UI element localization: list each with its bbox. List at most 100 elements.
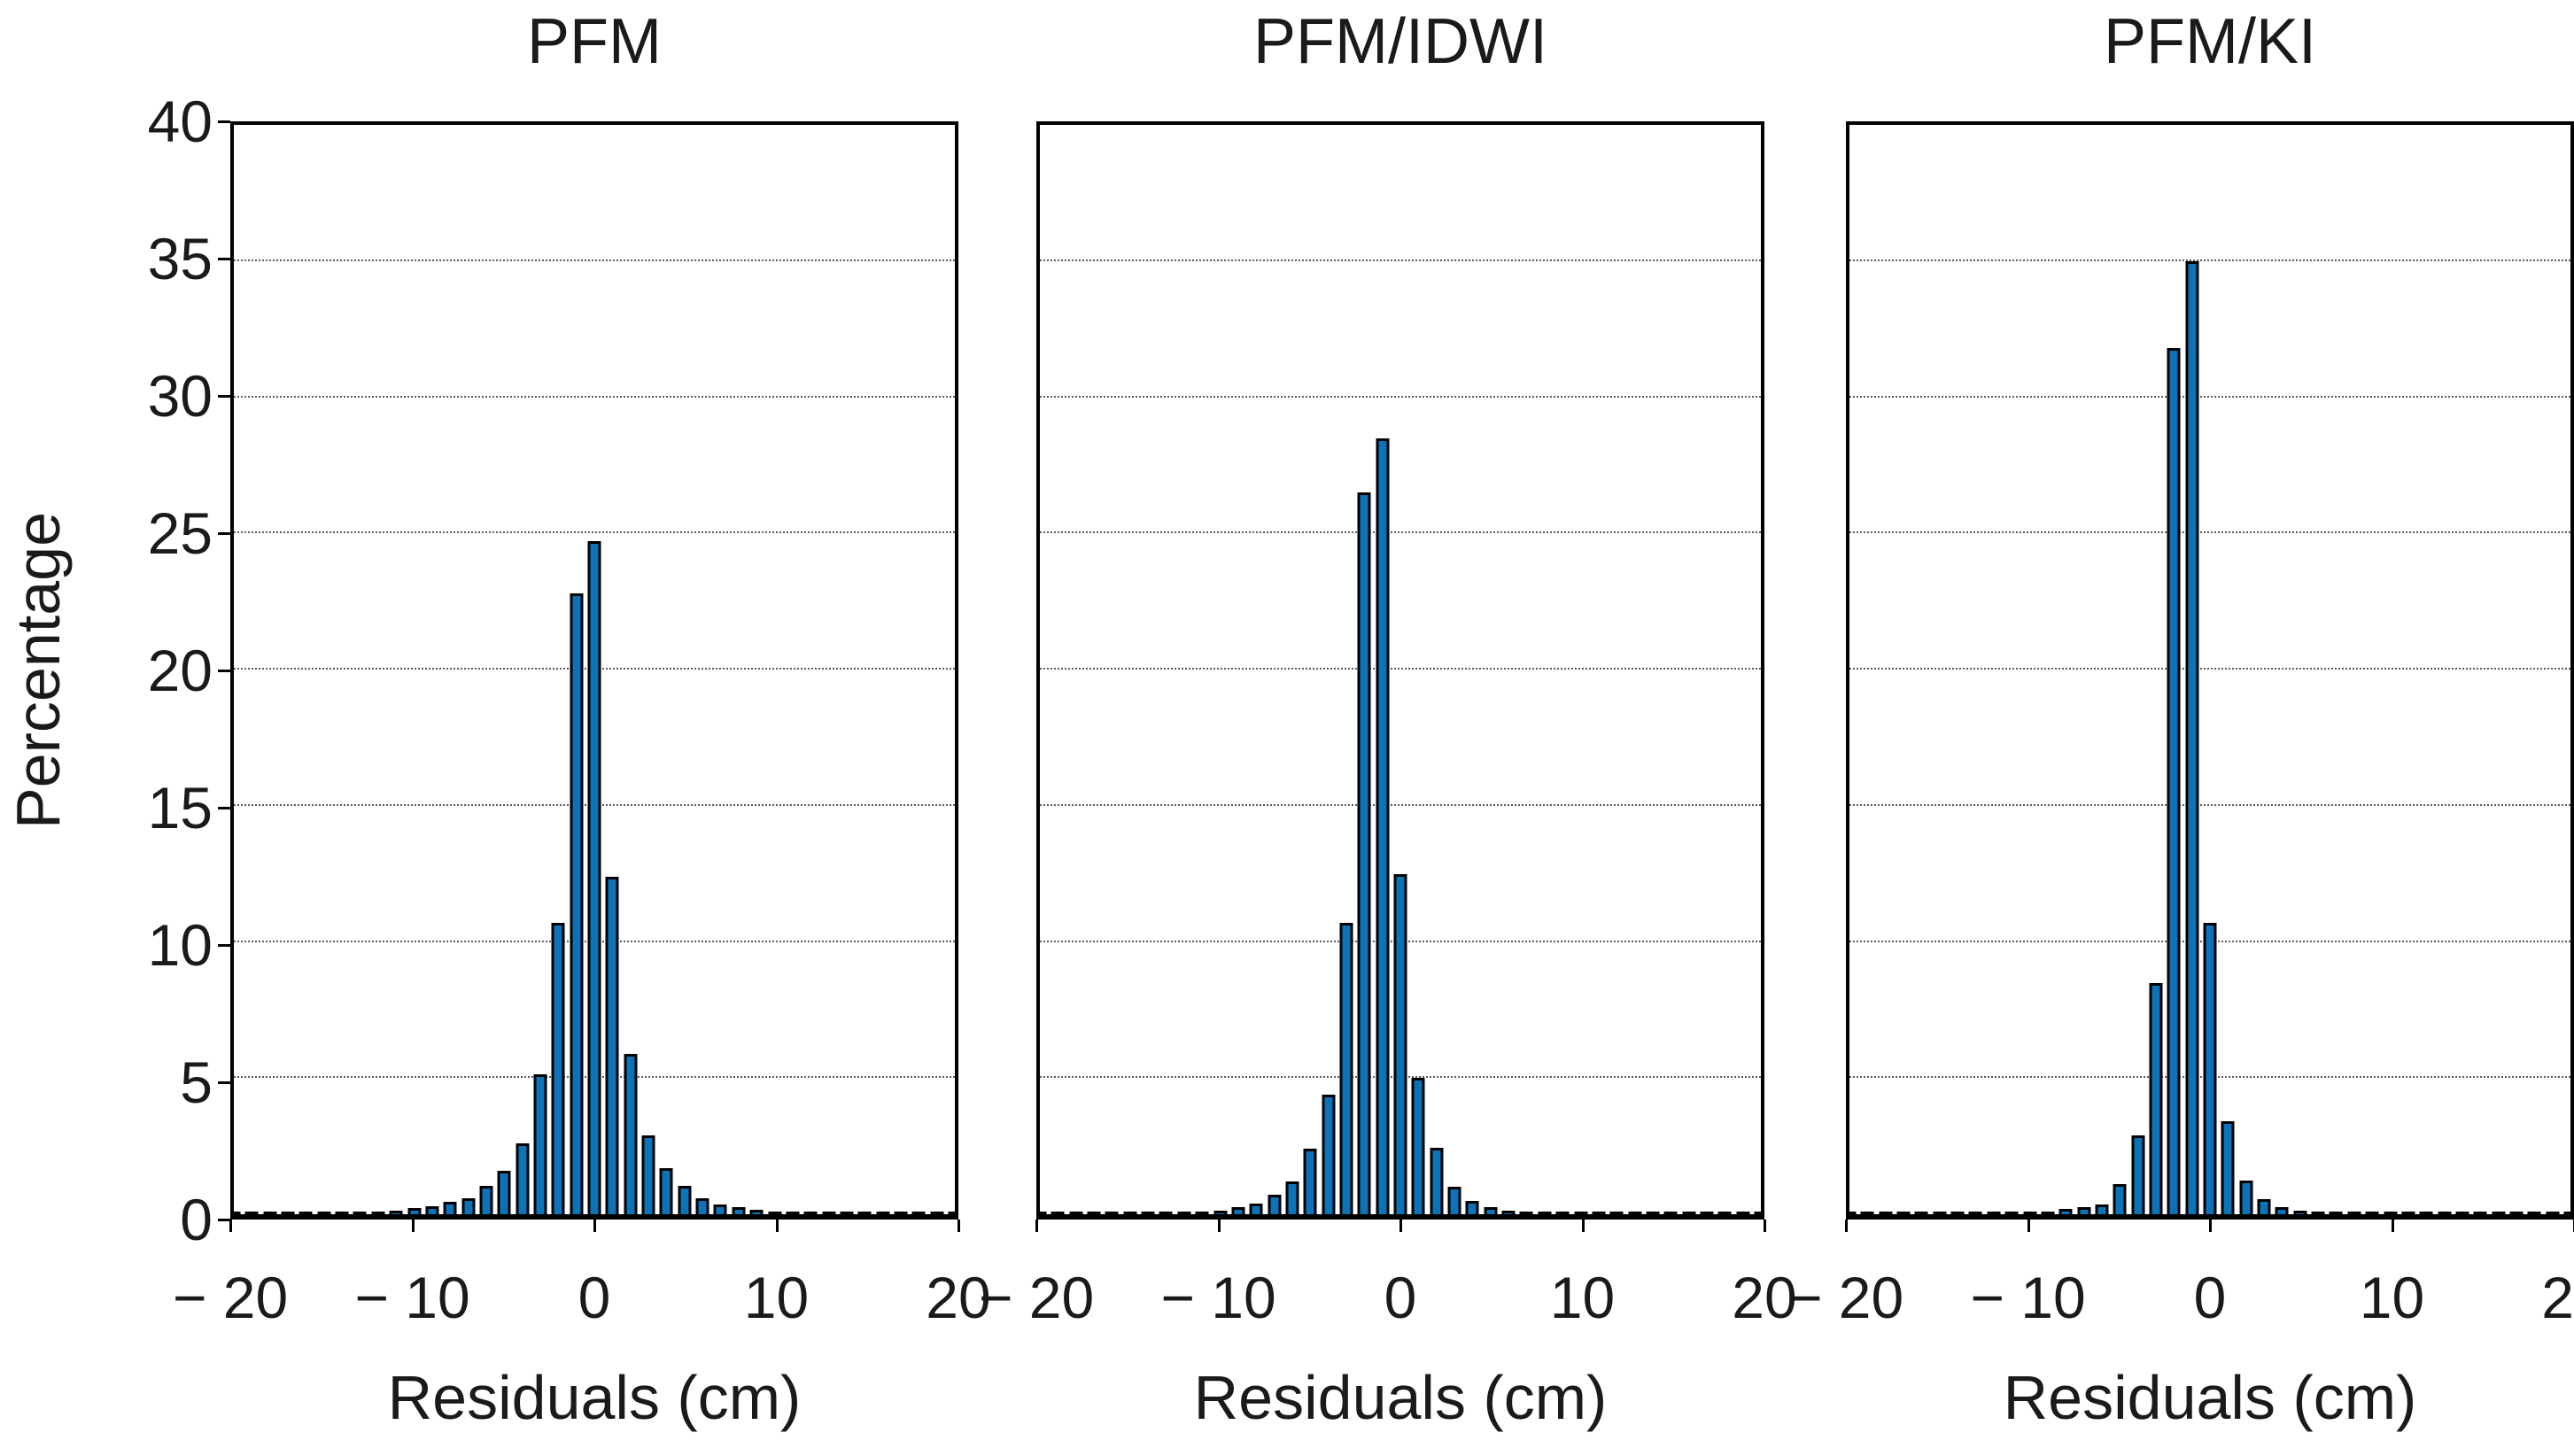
histogram-bar	[1609, 1212, 1624, 1214]
histogram-bar	[1040, 1212, 1047, 1214]
x-axis-label-pfm: Residuals (cm)	[387, 1363, 802, 1432]
histogram-bar	[533, 1073, 547, 1214]
gridline	[1040, 668, 1761, 670]
histogram-bar	[2365, 1212, 2379, 1214]
gridline	[1849, 395, 2570, 398]
x-axis-tick	[1035, 1220, 1038, 1232]
histogram-bar	[1968, 1212, 1982, 1214]
histogram-bar	[281, 1212, 295, 1214]
x-tick-label: 0	[578, 1265, 611, 1330]
histogram-bar	[2185, 260, 2199, 1214]
histogram-bar	[2041, 1211, 2055, 1214]
histogram-bar	[749, 1210, 764, 1214]
histogram-bar	[1717, 1212, 1732, 1214]
plot-area-pfm-idwi	[1040, 125, 1761, 1214]
x-axis-tick	[957, 1220, 960, 1232]
histogram-bar	[1754, 1212, 1761, 1214]
histogram-bar	[2203, 922, 2217, 1214]
x-axis-label-pfm-ki: Residuals (cm)	[2003, 1363, 2417, 1432]
histogram-bar	[2455, 1212, 2469, 1214]
y-tick-label: 35	[147, 226, 213, 291]
y-axis-tick	[218, 944, 230, 947]
histogram-bar	[930, 1212, 944, 1214]
gridline	[234, 531, 955, 534]
histogram-bar	[244, 1212, 259, 1214]
panel-title-pfm-ki: PFM/KI	[2103, 6, 2316, 77]
histogram-bar	[443, 1202, 457, 1214]
histogram-bar	[1465, 1200, 1479, 1214]
histogram-bar	[1357, 492, 1371, 1214]
y-tick-label: 40	[147, 89, 213, 154]
histogram-bar	[1141, 1212, 1155, 1214]
x-tick-label: 10	[2359, 1265, 2425, 1330]
plot-area-pfm-ki	[1849, 125, 2570, 1214]
y-tick-label: 25	[147, 500, 213, 566]
x-axis-tick	[1764, 1220, 1766, 1232]
panel-title-pfm: PFM	[527, 6, 662, 77]
histogram-bar	[1879, 1212, 1893, 1214]
histogram-bar	[768, 1212, 781, 1214]
histogram-bar	[497, 1170, 511, 1214]
histogram-bar	[1646, 1212, 1660, 1214]
histogram-bar	[1914, 1212, 1928, 1214]
panel-title-pfm-idwi: PFM/IDWI	[1253, 6, 1547, 77]
histogram-bar	[353, 1212, 367, 1214]
histogram-bar	[2329, 1212, 2343, 1214]
histogram-bar	[641, 1135, 655, 1214]
histogram-bar	[2077, 1207, 2091, 1214]
histogram-bar	[1159, 1212, 1173, 1214]
histogram-bar	[1682, 1212, 1696, 1214]
histogram-bar	[1592, 1212, 1606, 1214]
gridline	[1040, 531, 1761, 534]
histogram-bar	[1051, 1212, 1065, 1214]
x-axis-tick	[775, 1220, 779, 1232]
gridline	[1040, 803, 1761, 806]
plot-area-pfm	[234, 125, 955, 1214]
histogram-bar	[713, 1204, 727, 1214]
panel-pfm	[230, 121, 958, 1220]
histogram-bar	[2167, 348, 2181, 1214]
x-axis-tick	[1845, 1220, 1848, 1232]
histogram-bar	[1123, 1212, 1137, 1214]
histogram-bar	[516, 1143, 530, 1214]
y-tick-label: 5	[180, 1049, 213, 1115]
histogram-bar	[1538, 1212, 1552, 1214]
histogram-bar	[2438, 1212, 2452, 1214]
histogram-bar	[822, 1212, 836, 1214]
histogram-bar	[840, 1212, 854, 1214]
histogram-bar	[1484, 1207, 1498, 1214]
histogram-bar	[894, 1212, 908, 1214]
histogram-bar	[551, 922, 565, 1214]
x-tick-labels-pfm-idwi: − 20 − 10 0 10 20	[979, 1258, 1797, 1337]
y-axis-tick	[218, 395, 230, 398]
x-tick-label: − 10	[1160, 1265, 1276, 1330]
x-tick-label: − 20	[1787, 1265, 1904, 1330]
histogram-bar	[857, 1212, 872, 1214]
histogram-bar	[2492, 1212, 2506, 1214]
y-tick-label: 20	[147, 638, 213, 703]
histogram-bar	[335, 1212, 349, 1214]
histogram-bar	[1393, 873, 1407, 1214]
histogram-bar	[1849, 1212, 1857, 1214]
histogram-bar	[803, 1212, 818, 1214]
histogram-bar	[1195, 1211, 1209, 1214]
y-axis-tick	[218, 670, 230, 672]
histogram-bar	[1069, 1212, 1083, 1214]
histogram-bar	[2221, 1121, 2235, 1214]
histogram-bar	[1285, 1181, 1299, 1214]
histogram-bar	[2004, 1212, 2019, 1214]
histogram-bar	[2257, 1199, 2271, 1214]
histogram-bar	[2384, 1212, 2397, 1214]
x-axis-tick	[2391, 1220, 2394, 1232]
histogram-bar	[298, 1212, 313, 1214]
histogram-bar	[1555, 1212, 1570, 1214]
histogram-bar	[587, 541, 601, 1214]
histogram-bar	[1213, 1210, 1227, 1214]
panel-pfm-ki	[1846, 121, 2574, 1220]
histogram-bar	[2023, 1212, 2036, 1214]
histogram-bar	[659, 1167, 673, 1214]
histogram-bar	[786, 1212, 800, 1214]
histogram-bar	[1411, 1078, 1425, 1214]
y-axis-tick	[218, 120, 230, 123]
histogram-bar	[1628, 1212, 1642, 1214]
